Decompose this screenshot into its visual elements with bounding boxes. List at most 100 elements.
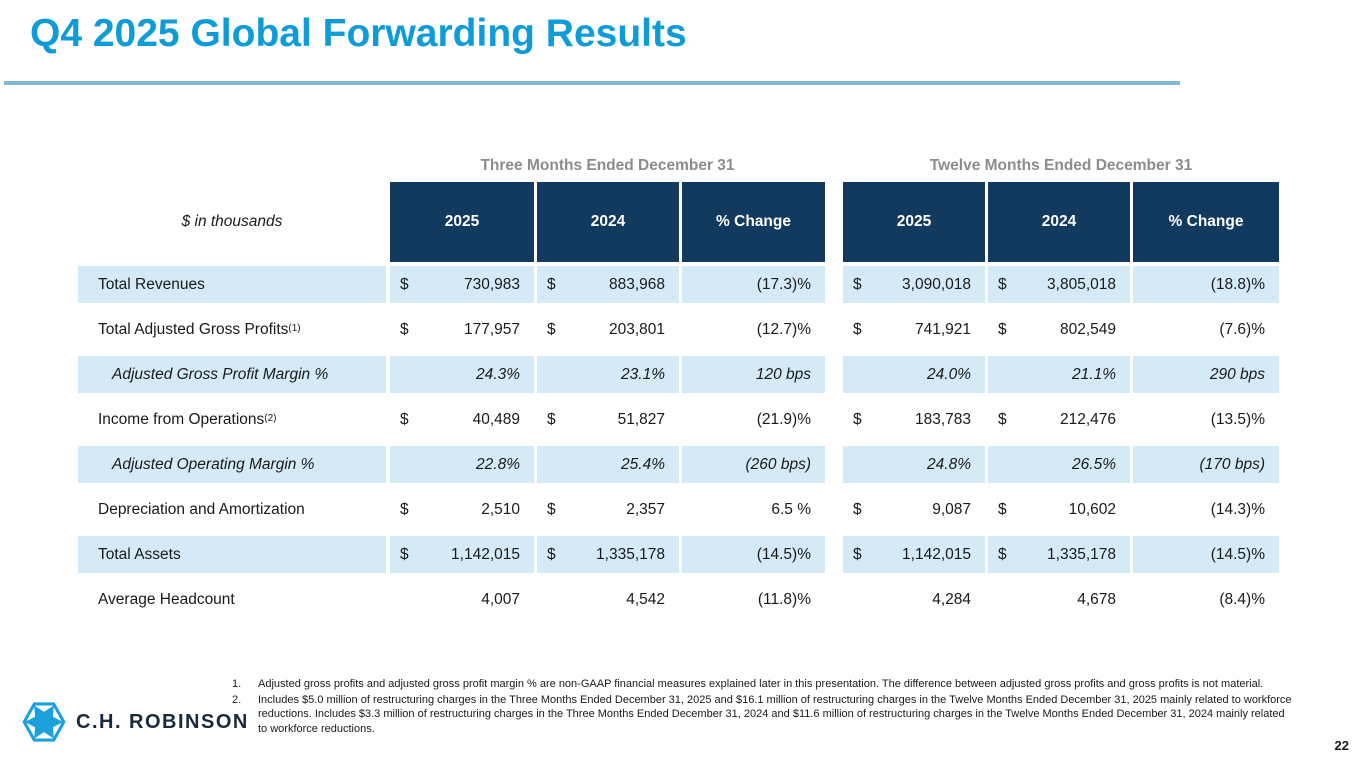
currency-symbol: $ [547, 500, 556, 518]
cell-twm-2024: $1,335,178 [988, 532, 1133, 577]
cell-label: Total Revenues [78, 262, 390, 307]
column-group-gap [825, 442, 843, 487]
column-group-gap [825, 397, 843, 442]
cell-tm-change: (11.8)% [682, 577, 825, 622]
currency-symbol: $ [547, 545, 556, 563]
cell-tm-2025: $40,489 [390, 397, 537, 442]
cell-tm-2024: 23.1% [537, 352, 682, 397]
cell-value: (12.7)% [756, 320, 811, 338]
cell-tm-2024: $203,801 [537, 307, 682, 352]
row-label-text: Total Adjusted Gross Profits [98, 320, 289, 338]
cell-twm-2025: $183,783 [843, 397, 988, 442]
column-group-gap [825, 307, 843, 352]
cell-value: (18.8)% [1210, 275, 1265, 293]
currency-symbol: $ [998, 500, 1007, 518]
cell-value: 4,284 [932, 590, 971, 608]
cell-twm-2025: $9,087 [843, 487, 988, 532]
cell-value: 730,983 [463, 275, 520, 293]
currency-symbol: $ [853, 275, 862, 293]
row-label-text: Adjusted Operating Margin % [112, 455, 315, 473]
cell-value: 1,335,178 [1047, 545, 1116, 563]
col-header-twm-change: % Change [1133, 182, 1279, 262]
currency-symbol: $ [400, 320, 409, 338]
col-header-tm-change: % Change [682, 182, 825, 262]
group-title-twelve-months: Twelve Months Ended December 31 [929, 157, 1193, 174]
table-row-adjusted-operating-margin: Adjusted Operating Margin % 22.8% 25.4% … [78, 442, 1279, 487]
currency-symbol: $ [400, 500, 409, 518]
cell-tm-change: (12.7)% [682, 307, 825, 352]
cell-value: 22.8% [476, 455, 520, 473]
column-group-gap [825, 352, 843, 397]
cell-label: Adjusted Gross Profit Margin % [78, 352, 390, 397]
cell-value: 883,968 [608, 275, 665, 293]
cell-label: Total Assets [78, 532, 390, 577]
column-group-gap [825, 577, 843, 622]
cell-value: 802,549 [1059, 320, 1116, 338]
footnote-number: 1. [232, 678, 242, 690]
cell-value: 212,476 [1059, 410, 1116, 428]
cell-value: 1,142,015 [902, 545, 971, 563]
cell-value: 183,783 [914, 410, 971, 428]
cell-tm-2025: $1,142,015 [390, 532, 537, 577]
cell-twm-2024: 21.1% [988, 352, 1133, 397]
cell-twm-2024: 26.5% [988, 442, 1133, 487]
currency-symbol: $ [998, 275, 1007, 293]
cell-value: 2,510 [481, 500, 520, 518]
cell-tm-change: 120 bps [682, 352, 825, 397]
currency-symbol: $ [853, 500, 862, 518]
column-group-gap [825, 532, 843, 577]
cell-value: 4,678 [1077, 590, 1116, 608]
currency-symbol: $ [853, 320, 862, 338]
currency-symbol: $ [400, 410, 409, 428]
column-group-gap [825, 182, 843, 262]
cell-value: 23.1% [621, 365, 665, 383]
footnote-number: 2. [232, 693, 242, 706]
cell-tm-2025: $177,957 [390, 307, 537, 352]
row-label-text: Adjusted Gross Profit Margin % [112, 365, 329, 383]
ch-robinson-logo-icon [22, 699, 66, 745]
cell-tm-2025: $2,510 [390, 487, 537, 532]
cell-tm-change: 6.5 % [682, 487, 825, 532]
row-label-text: Depreciation and Amortization [98, 500, 305, 518]
cell-value: 25.4% [621, 455, 665, 473]
cell-value: (8.4)% [1219, 590, 1265, 608]
footnote-text: Adjusted gross profits and adjusted gros… [258, 678, 1264, 690]
results-table: $ in thousands 2025 2024 % Change 2025 2… [78, 182, 1279, 622]
cell-value: 51,827 [617, 410, 665, 428]
cell-twm-change: (8.4)% [1133, 577, 1279, 622]
cell-tm-change: (260 bps) [682, 442, 825, 487]
cell-value: 203,801 [608, 320, 665, 338]
column-group-gap [825, 262, 843, 307]
currency-symbol: $ [998, 545, 1007, 563]
cell-twm-2024: $3,805,018 [988, 262, 1133, 307]
cell-value: 3,805,018 [1047, 275, 1116, 293]
cell-twm-2025: $741,921 [843, 307, 988, 352]
cell-tm-2025: 24.3% [390, 352, 537, 397]
cell-value: 4,007 [481, 590, 520, 608]
cell-value: 24.8% [927, 455, 971, 473]
cell-value: 10,602 [1068, 500, 1116, 518]
title-underline [4, 81, 1180, 85]
table-row-income-from-operations: Income from Operations (2) $40,489 $51,82… [78, 397, 1279, 442]
table-row-average-headcount: Average Headcount 4,007 4,542 (11.8)% 4,… [78, 577, 1279, 622]
column-group-gap [825, 487, 843, 532]
table-row-adjusted-gross-profit-margin: Adjusted Gross Profit Margin % 24.3% 23.… [78, 352, 1279, 397]
cell-value: (14.5)% [1210, 545, 1265, 563]
currency-symbol: $ [547, 320, 556, 338]
cell-twm-change: (13.5)% [1133, 397, 1279, 442]
ch-robinson-logo-text: C.H. ROBINSON [76, 710, 249, 733]
currency-symbol: $ [998, 320, 1007, 338]
cell-value: 9,087 [932, 500, 971, 518]
cell-tm-2025: 4,007 [390, 577, 537, 622]
cell-twm-change: (14.3)% [1133, 487, 1279, 532]
cell-value: (260 bps) [745, 455, 811, 473]
footnote-1: 1. Adjusted gross profits and adjusted g… [232, 677, 1294, 692]
footnotes: 1. Adjusted gross profits and adjusted g… [232, 677, 1294, 737]
currency-symbol: $ [998, 410, 1007, 428]
cell-tm-2024: $51,827 [537, 397, 682, 442]
currency-symbol: $ [853, 410, 862, 428]
cell-twm-2025: $3,090,018 [843, 262, 988, 307]
cell-value: (21.9)% [756, 410, 811, 428]
cell-value: 6.5 % [771, 500, 811, 518]
table-row-depreciation-amortization: Depreciation and Amortization $2,510 $2,… [78, 487, 1279, 532]
